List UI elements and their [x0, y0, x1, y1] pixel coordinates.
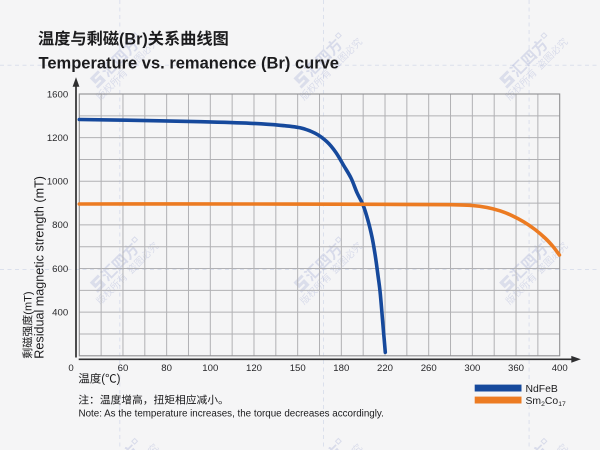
svg-text:100: 100 — [202, 363, 218, 374]
svg-text:): ) — [117, 374, 121, 386]
svg-text:Co: Co — [545, 396, 559, 407]
svg-text:1000: 1000 — [47, 177, 68, 188]
svg-text:360: 360 — [508, 363, 524, 374]
svg-text:Temperature vs. remanence (Br): Temperature vs. remanence (Br) curve — [39, 55, 340, 73]
svg-text:(mT): (mT) — [23, 291, 35, 314]
svg-text:400: 400 — [52, 308, 68, 319]
svg-text:600: 600 — [52, 264, 68, 275]
svg-text:60: 60 — [118, 363, 129, 374]
svg-text:Sm: Sm — [526, 396, 542, 407]
svg-text:Residual magnetic strength (mT: Residual magnetic strength (mT) — [33, 176, 47, 359]
svg-text:1200: 1200 — [47, 133, 68, 144]
svg-text:2: 2 — [541, 401, 545, 408]
svg-text:260: 260 — [421, 363, 437, 374]
svg-text:150: 150 — [290, 363, 306, 374]
svg-text:80: 80 — [161, 363, 172, 374]
svg-text:17: 17 — [558, 401, 566, 408]
svg-text:400: 400 — [552, 363, 568, 374]
svg-text:(Br): (Br) — [119, 30, 148, 48]
svg-text:800: 800 — [52, 220, 68, 231]
svg-text:Note: As the temperature incre: Note: As the temperature increases, the … — [79, 408, 384, 419]
svg-text:300: 300 — [464, 363, 480, 374]
svg-text:0: 0 — [68, 363, 73, 374]
svg-text:180: 180 — [333, 363, 349, 374]
svg-text:220: 220 — [377, 363, 393, 374]
svg-text:1600: 1600 — [47, 89, 68, 100]
svg-text:NdFeB: NdFeB — [526, 384, 558, 395]
svg-text:120: 120 — [246, 363, 262, 374]
svg-text:(: ( — [101, 374, 105, 386]
